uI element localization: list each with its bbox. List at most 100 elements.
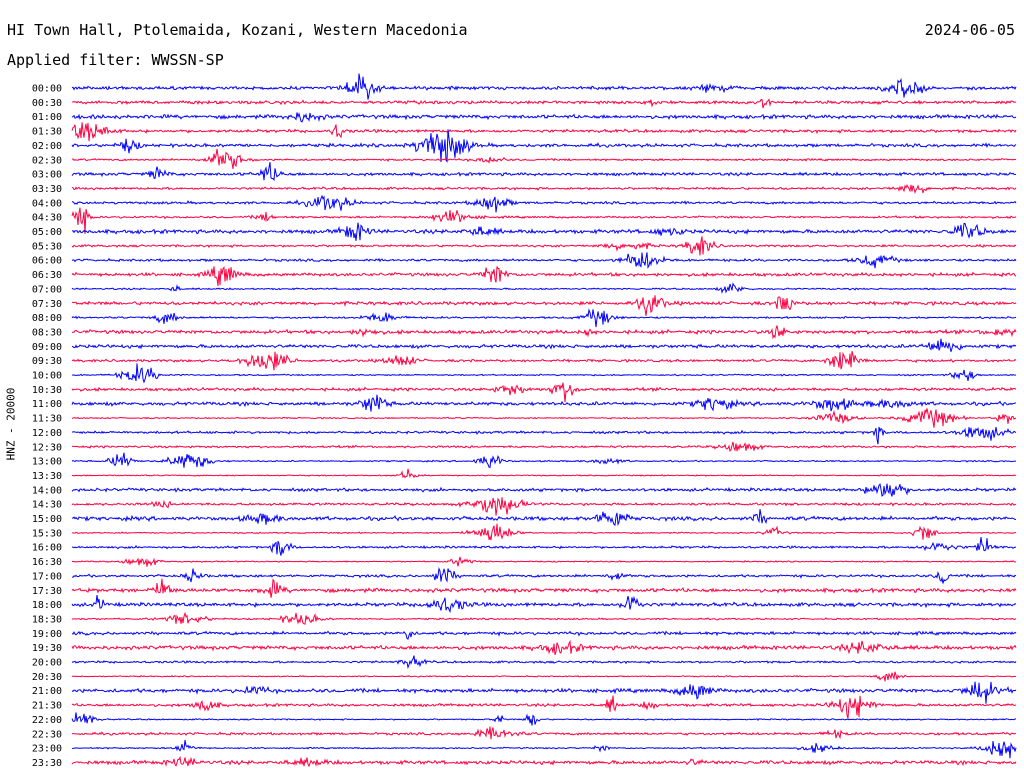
trace-0500 xyxy=(71,222,1017,241)
row-time-label: 09:00 xyxy=(32,342,62,353)
record-date: 2024-06-05 xyxy=(924,21,1015,39)
trace-1230 xyxy=(71,441,1017,452)
trace-1300 xyxy=(71,452,1017,469)
row-time-label: 20:30 xyxy=(32,672,62,683)
trace-2030 xyxy=(71,671,1017,682)
trace-0630 xyxy=(71,266,1017,287)
row-time-label: 16:30 xyxy=(32,557,62,568)
trace-0300 xyxy=(71,162,1017,182)
trace-0930 xyxy=(71,350,1017,371)
row-time-label: 07:00 xyxy=(32,284,62,295)
row-time-label: 14:00 xyxy=(32,485,62,496)
row-time-label: 17:00 xyxy=(32,571,62,582)
trace-1730 xyxy=(71,578,1017,598)
trace-2000 xyxy=(71,655,1017,670)
trace-1400 xyxy=(71,483,1017,497)
trace-0000 xyxy=(71,73,1017,100)
trace-0200 xyxy=(71,129,1017,163)
trace-1630 xyxy=(71,556,1017,567)
trace-0400 xyxy=(71,194,1017,213)
row-time-label: 16:00 xyxy=(32,543,62,554)
trace-1000 xyxy=(71,363,1017,384)
trace-0700 xyxy=(71,282,1017,295)
row-time-label: 22:00 xyxy=(32,715,62,726)
row-time-label: 19:30 xyxy=(32,643,62,654)
row-time-label: 11:30 xyxy=(32,414,62,425)
row-time-label: 07:30 xyxy=(32,299,62,310)
row-time-label: 21:00 xyxy=(32,686,62,697)
row-time-label: 01:30 xyxy=(32,127,62,138)
row-time-label: 10:30 xyxy=(32,385,62,396)
trace-1700 xyxy=(71,567,1017,584)
trace-1100 xyxy=(71,394,1017,412)
trace-2200 xyxy=(71,712,1017,726)
seismic-traces xyxy=(71,73,1017,768)
row-time-label: 17:30 xyxy=(32,586,62,597)
trace-1200 xyxy=(71,426,1017,445)
trace-0100 xyxy=(71,112,1017,123)
row-time-label: 08:00 xyxy=(32,313,62,324)
row-time-label: 20:00 xyxy=(32,658,62,669)
trace-1430 xyxy=(71,497,1016,516)
row-time-label: 14:30 xyxy=(32,500,62,511)
trace-0130 xyxy=(71,122,1017,142)
trace-1900 xyxy=(71,630,1017,640)
row-time-label: 19:00 xyxy=(32,629,62,640)
row-time-label: 11:00 xyxy=(32,399,62,410)
row-time-label: 08:30 xyxy=(32,327,62,338)
row-time-label: 21:30 xyxy=(32,701,62,712)
trace-1800 xyxy=(71,594,1017,614)
trace-2300 xyxy=(71,739,1017,759)
row-time-label: 04:00 xyxy=(32,198,62,209)
row-time-label: 18:30 xyxy=(32,614,62,625)
row-time-label: 00:30 xyxy=(32,98,62,109)
trace-0600 xyxy=(71,252,1017,269)
row-time-label: 04:30 xyxy=(32,213,62,224)
trace-1130 xyxy=(71,408,1017,428)
row-time-label: 15:30 xyxy=(32,528,62,539)
trace-1030 xyxy=(71,382,1017,403)
row-time-label: 12:00 xyxy=(32,428,62,439)
row-time-label: 12:30 xyxy=(32,442,62,453)
trace-0830 xyxy=(71,325,1017,340)
row-time-label: 00:00 xyxy=(32,84,62,95)
row-time-label: 06:30 xyxy=(32,270,62,281)
trace-0430 xyxy=(71,207,1017,234)
trace-2330 xyxy=(71,755,1017,768)
row-time-label: 01:00 xyxy=(32,112,62,123)
row-time-label: 13:00 xyxy=(32,457,62,468)
row-time-label: 05:00 xyxy=(32,227,62,238)
row-time-label: 03:00 xyxy=(32,170,62,181)
trace-2230 xyxy=(71,726,1017,740)
trace-1930 xyxy=(71,639,1017,656)
row-time-label: 05:30 xyxy=(32,241,62,252)
time-tick-labels: 00:00 00:30 01:00 01:30 02:00 02:30 03:00 03:30… xyxy=(32,84,62,769)
trace-1830 xyxy=(71,611,1017,625)
station-title: HI Town Hall, Ptolemaida, Kozani, Wester… xyxy=(7,21,468,39)
row-time-label: 23:30 xyxy=(32,758,62,769)
trace-1500 xyxy=(71,509,1017,527)
trace-2130 xyxy=(71,695,1017,719)
trace-0330 xyxy=(71,184,1017,194)
row-time-label: 06:00 xyxy=(32,256,62,267)
row-time-label: 13:30 xyxy=(32,471,62,482)
trace-0230 xyxy=(71,148,1017,170)
row-time-label: 23:00 xyxy=(32,744,62,755)
trace-1530 xyxy=(71,523,1017,541)
row-time-label: 15:00 xyxy=(32,514,62,525)
trace-0900 xyxy=(71,338,1017,352)
trace-0800 xyxy=(71,308,1017,328)
filter-label: Applied filter: WWSSN-SP xyxy=(7,51,224,69)
trace-1330 xyxy=(71,468,1017,479)
row-time-label: 03:30 xyxy=(32,184,62,195)
row-time-label: 10:00 xyxy=(32,371,62,382)
trace-2100 xyxy=(71,681,1017,704)
row-time-label: 09:30 xyxy=(32,356,62,367)
row-time-label: 22:30 xyxy=(32,729,62,740)
trace-1600 xyxy=(71,536,1017,556)
trace-0730 xyxy=(71,295,1017,317)
row-time-label: 02:00 xyxy=(32,141,62,152)
row-time-label: 18:00 xyxy=(32,600,62,611)
trace-0030 xyxy=(71,98,1017,109)
